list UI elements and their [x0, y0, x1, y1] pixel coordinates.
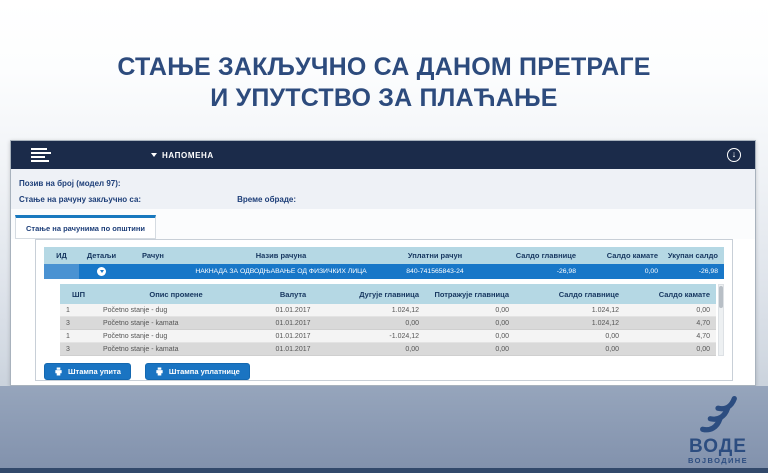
cell-id — [44, 264, 79, 279]
meta-labels: Позив на број (модел 97): Стање на рачун… — [11, 169, 755, 209]
col-uplatni-racun: Уплатни рачун — [407, 251, 463, 260]
cell-sp: 1 — [66, 306, 70, 314]
cell-saldo-gl: 1.024,12 — [591, 306, 619, 314]
cell-duguje: 1.024,12 — [391, 306, 419, 314]
cell-valuta: 01.01.2017 — [275, 345, 311, 353]
page-title-line1: СТАЊЕ ЗАКЉУЧНО СА ДАНОМ ПРЕТРАГЕ — [117, 53, 651, 81]
page-title: СТАЊЕ ЗАКЉУЧНО СА ДАНОМ ПРЕТРАГЕ И УПУТС… — [0, 52, 768, 115]
print-slip-label: Штампа уплатнице — [168, 367, 240, 376]
cell-opis: Početno stanje - kamata — [103, 345, 179, 353]
col-potrazuje-glavnica: Потражује главница — [434, 289, 509, 299]
cell-duguje: 0,00 — [405, 319, 419, 327]
detail-row[interactable]: 3 Početno stanje - kamata 01.01.2017 0,0… — [60, 317, 716, 330]
cell-saldo-kam: 4,70 — [696, 319, 710, 327]
cell-opis: Početno stanje - dug — [103, 306, 168, 314]
cell-saldo-gl: 0,00 — [605, 332, 619, 340]
cell-saldo-kamate: 0,00 — [644, 268, 658, 275]
col-saldo-glavnice-2: Салдо главнице — [558, 289, 619, 299]
printer-icon — [55, 367, 62, 376]
expand-details-icon[interactable] — [97, 267, 106, 276]
accounts-table-header: ИД Детаљи Рачун Назив рачуна Уплатни рач… — [44, 247, 724, 264]
col-duguje-glavnica: Дугује главница — [359, 289, 419, 299]
detail-row[interactable]: 1 Početno stanje - dug 01.01.2017 1.024,… — [60, 304, 716, 317]
stanje-na-racunu-label: Стање на рачуну закључно са: — [19, 194, 142, 204]
content-panel: ИД Детаљи Рачун Назив рачуна Уплатни рач… — [35, 239, 733, 381]
cell-potrazuje: 0,00 — [495, 319, 509, 327]
button-row: Штампа упита Штампа уплатнице — [44, 363, 724, 380]
cell-saldo-gl: 1.024,12 — [591, 319, 619, 327]
cell-sp: 3 — [66, 345, 70, 353]
download-icon[interactable]: ↓ — [727, 148, 741, 162]
col-opis-promene: Опис промене — [149, 289, 203, 299]
poziv-na-broj-label: Позив на број (модел 97): — [19, 178, 121, 188]
col-detalji: Детаљи — [86, 251, 117, 260]
scrollbar-thumb[interactable] — [719, 286, 723, 308]
account-row-selected[interactable]: НАКНАДА ЗА ОДВОДЊАВАЊЕ ОД ФИЗИЧКИХ ЛИЦА … — [44, 264, 724, 279]
print-query-button[interactable]: Штампа упита — [44, 363, 131, 380]
cell-valuta: 01.01.2017 — [275, 319, 311, 327]
col-valuta: Валута — [279, 289, 307, 299]
tab-stanje-po-opstini[interactable]: Стање на рачунима по општини — [15, 215, 157, 239]
col-saldo-glavnice: Салдо главнице — [515, 251, 576, 260]
bottom-edge-stripe — [0, 468, 768, 473]
cell-opis: Početno stanje - kamata — [103, 319, 179, 327]
detail-row[interactable]: 1 Početno stanje - dug 01.01.2017 -1.024… — [60, 330, 716, 343]
col-ukupan-saldo: Укупан салдо — [667, 251, 718, 260]
col-id: ИД — [56, 251, 67, 260]
cell-saldo-kam: 0,00 — [696, 306, 710, 314]
cell-saldo-gl: 0,00 — [605, 345, 619, 353]
cell-uplatni-racun: 840-741565843-24 — [406, 268, 464, 275]
col-naziv-racuna: Назив рачуна — [255, 251, 307, 260]
cell-potrazuje: 0,00 — [495, 306, 509, 314]
print-slip-button[interactable]: Штампа уплатнице — [144, 363, 250, 380]
bottom-band: ВОДЕ ВОЈВОДИНЕ — [0, 386, 768, 473]
printer-icon — [156, 367, 163, 376]
cell-naziv-racuna: НАКНАДА ЗА ОДВОДЊАВАЊЕ ОД ФИЗИЧКИХ ЛИЦА — [195, 268, 367, 275]
napomena-menu-item[interactable]: НАПОМЕНА — [151, 151, 214, 160]
print-query-label: Штампа упита — [68, 367, 121, 376]
cell-ukupan-saldo: -26,98 — [698, 268, 718, 275]
cell-valuta: 01.01.2017 — [275, 306, 311, 314]
details-table: ШП Опис промене Валута Дугује главница П… — [60, 284, 716, 356]
cell-detalji — [79, 267, 124, 276]
logo-text-vode: ВОДЕ — [689, 436, 747, 457]
page-title-line2: И УПУТСТВО ЗА ПЛАЋАЊЕ — [210, 84, 558, 113]
accounts-table: ИД Детаљи Рачун Назив рачуна Уплатни рач… — [44, 247, 724, 279]
cell-saldo-kam: 0,00 — [696, 345, 710, 353]
app-topbar: НАПОМЕНА ↓ — [11, 141, 755, 169]
hamburger-menu-icon[interactable] — [31, 148, 51, 162]
app-window: НАПОМЕНА ↓ Позив на број (модел 97): Ста… — [10, 140, 756, 386]
col-saldo-kamate: Салдо камате — [606, 251, 658, 260]
chevron-down-icon — [151, 153, 157, 157]
cell-potrazuje: 0,00 — [495, 332, 509, 340]
details-table-wrap: ШП Опис промене Валута Дугује главница П… — [60, 284, 724, 356]
cell-opis: Početno stanje - dug — [103, 332, 168, 340]
cell-saldo-kam: 4,70 — [696, 332, 710, 340]
cell-sp: 3 — [66, 319, 70, 327]
cell-saldo-glavnice: -26,98 — [556, 268, 576, 275]
col-sp: ШП — [72, 289, 85, 299]
cell-duguje: 0,00 — [405, 345, 419, 353]
col-racun: Рачун — [142, 251, 164, 260]
napomena-menu-label: НАПОМЕНА — [162, 150, 214, 160]
details-table-header: ШП Опис промене Валута Дугује главница П… — [60, 284, 716, 304]
vreme-obrade-label: Време обраде: — [237, 194, 297, 204]
details-scrollbar[interactable] — [718, 284, 724, 356]
cell-potrazuje: 0,00 — [495, 345, 509, 353]
detail-row[interactable]: 3 Početno stanje - kamata 01.01.2017 0,0… — [60, 343, 716, 356]
cell-valuta: 01.01.2017 — [275, 332, 311, 340]
cell-sp: 1 — [66, 332, 70, 340]
tab-strip: Стање на рачунима по општини — [11, 209, 755, 239]
vode-vojvodine-logo: ВОДЕ ВОЈВОДИНЕ — [676, 390, 760, 465]
col-saldo-kamate-2: Салдо камате — [658, 289, 710, 299]
cell-duguje: -1.024,12 — [389, 332, 419, 340]
logo-text-vojvodine: ВОЈВОДИНЕ — [688, 456, 748, 465]
wave-logo-icon — [700, 395, 737, 433]
